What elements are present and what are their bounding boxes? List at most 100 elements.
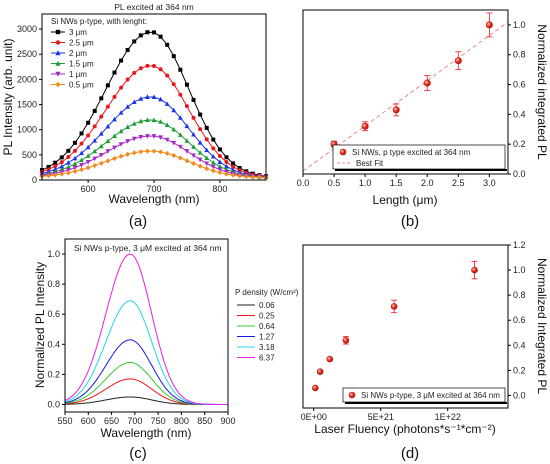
panel-a-data-point: [184, 138, 190, 143]
panel-b-legend-label: Best Fit: [356, 159, 384, 168]
panel-c-x-tick-label: 800: [174, 416, 189, 426]
panel-d-y-tick-label: 0.8: [513, 290, 526, 300]
panel-a-data-point: [92, 148, 98, 154]
panel-b: 0.0 0.2 0.4 0.6 0.8 1.0 0.0 0.5 1.0 1.5 2.0 2.5 3.0 S…: [297, 9, 549, 230]
panel-a-x-tick-label: 800: [212, 184, 227, 194]
panel-c-y-tick-label: 0.8: [47, 279, 60, 289]
panel-a-data-point: [210, 168, 216, 174]
panel-a-legend-label: 1.5 μm: [69, 60, 94, 69]
panel-a-data-point: [65, 170, 71, 176]
panel-a-data-point: [197, 140, 203, 145]
panel-a-data-point: [158, 34, 163, 39]
panel-c-x-tick-label: 700: [127, 416, 142, 426]
panel-a-data-point: [79, 150, 84, 156]
panel-b-data-point: [392, 106, 400, 114]
panel-a-data-point: [198, 127, 203, 132]
panel-a-data-point: [112, 70, 117, 75]
panel-d-x-tick-label: 5E+21: [368, 412, 394, 422]
panel-a-data-point: [145, 30, 150, 35]
panel-c-x-tick-label: 750: [151, 416, 166, 426]
panel-c-x-tick-label: 550: [57, 416, 72, 426]
panel-a-data-point: [98, 131, 104, 136]
panel-a-data-point: [164, 101, 170, 106]
panel-a-data-point: [224, 160, 229, 165]
panel-c-title: Si NWs p-type, 3 μM excited at 364 nm: [74, 243, 222, 253]
panel-c-x-tick-label: 600: [81, 416, 96, 426]
panel-b-x-tick-label: 1.0: [359, 178, 372, 188]
panel-a-data-point: [177, 132, 183, 137]
panel-d-y-tick-label: 0.4: [513, 340, 526, 350]
panel-a-data-point: [191, 153, 196, 159]
panel-d-y-tick-label: 0.0: [513, 390, 526, 400]
panel-a-data-point: [243, 173, 249, 180]
panel-a-data-point: [217, 159, 223, 165]
panel-a-data-point: [125, 47, 130, 52]
panel-c-legend-title: P density (W/cm²): [235, 288, 299, 297]
panel-c-y-tick-label: 0.2: [47, 369, 60, 379]
panel-a-data-point: [171, 54, 176, 59]
panel-a-data-point: [217, 153, 222, 158]
panel-c-series-line: [64, 253, 228, 405]
panel-b-x-tick-label: 0.5: [328, 178, 341, 188]
panel-c-y-tick-label: 1.0: [47, 249, 60, 259]
panel-a-data-point: [125, 104, 131, 109]
panel-a-data-point: [158, 67, 163, 72]
panel-a-data-point: [52, 166, 58, 172]
panel-a-data-point: [131, 121, 137, 126]
panel-a-data-point: [131, 99, 137, 105]
panel-a-data-point: [46, 164, 51, 169]
panel-a-data-point: [118, 153, 124, 159]
panel-a-data-point: [210, 153, 216, 159]
panel-a-marks: 0 500 1000 1500 2000 2500 3000 600 700 800 3 μm 2.5…: [17, 24, 269, 194]
panel-a-data-point: [105, 149, 111, 154]
panel-a-data-point: [197, 157, 203, 163]
panel-a-data-point: [118, 128, 124, 134]
panel-a-data-point: [224, 163, 229, 169]
panel-a-data-point: [151, 94, 157, 100]
panel-a-data-point: [250, 174, 256, 180]
panel-a-title: PL excited at 364 nm: [114, 2, 194, 12]
panel-a-legend-marker: [55, 50, 61, 56]
panel-a-data-point: [171, 126, 177, 132]
panel-a-data-point: [79, 167, 84, 173]
panel-a-data-point: [158, 135, 163, 140]
panel-c-legend-label: 0.25: [259, 312, 275, 321]
panel-a-data-point: [52, 172, 58, 178]
panel-c-y-tick-label: 0.4: [47, 339, 60, 349]
panel-a-data-point: [86, 120, 91, 125]
panel-c-legend-label: 0.64: [259, 322, 275, 331]
panel-a-data-point: [152, 63, 156, 68]
panel-a-data-point: [191, 97, 196, 102]
panel-a-legend-marker: [55, 71, 61, 77]
panel-c-x-tick-label: 850: [197, 416, 212, 426]
panel-a-data-point: [231, 164, 236, 169]
panel-a-data-point: [237, 166, 242, 171]
panel-a-data-point: [105, 104, 110, 109]
panel-a-data-point: [184, 82, 189, 87]
panel-a-data-point: [138, 134, 144, 140]
panel-a-data-point: [171, 152, 177, 159]
panel-d-marks: 0.0 0.2 0.4 0.6 0.8 1.0 1.2 0E+00 5E+21 1E+22 Si N…: [301, 240, 526, 422]
panel-a-data-point: [105, 138, 111, 144]
panel-a-legend-marker: [55, 29, 61, 35]
panel-a-data-point: [151, 134, 157, 139]
panel-b-y-tick-label: 0.8: [513, 50, 526, 60]
panel-a-data-point: [92, 124, 97, 129]
panel-a-legend-marker: [55, 40, 61, 45]
panel-b-y-tick-label: 1.0: [513, 20, 526, 30]
panel-d-data-point: [326, 355, 334, 363]
panel-a-data-point: [125, 139, 131, 144]
panel-b-x-tick-label: 0.0: [297, 178, 310, 188]
panel-a-y-tick-label: 2500: [17, 49, 37, 59]
panel-d: 0.0 0.2 0.4 0.6 0.8 1.0 1.2 0E+00 5E+21 1E+22 Si N…: [301, 240, 549, 462]
panel-a-data-point: [204, 155, 210, 160]
panel-b-label: (b): [401, 213, 419, 230]
panel-a-data-point: [164, 137, 170, 143]
panel-a-data-point: [59, 155, 64, 160]
panel-a-data-point: [65, 160, 71, 165]
panel-a-legend-marker: [55, 60, 61, 66]
panel-a-data-point: [257, 174, 262, 180]
panel-a-data-point: [204, 161, 210, 167]
panel-a-data-point: [72, 168, 78, 174]
panel-a-data-point: [204, 137, 209, 142]
